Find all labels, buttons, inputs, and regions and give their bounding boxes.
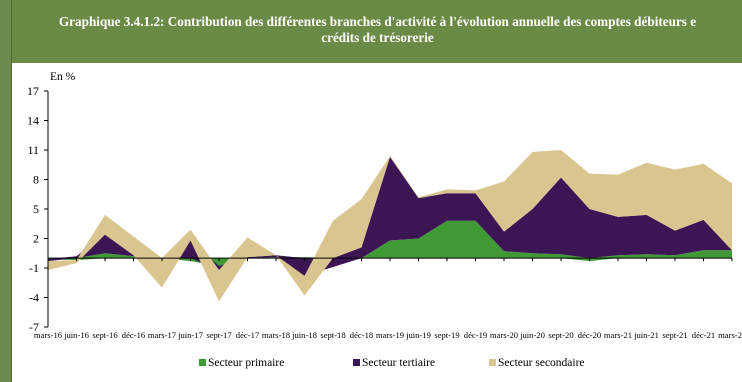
y-tick-label: -7 — [29, 320, 39, 334]
x-tick-label: déc-16 — [122, 330, 146, 340]
x-tick-label: déc-21 — [692, 330, 715, 340]
x-tick-label: sept-19 — [434, 330, 459, 340]
x-tick-label: déc-19 — [464, 330, 487, 340]
legend-swatch-secteur-primaire — [199, 359, 206, 366]
x-tick-label: déc-20 — [578, 330, 601, 340]
y-tick-label: 5 — [33, 202, 39, 216]
y-tick-label: 11 — [27, 143, 39, 157]
x-tick-label: mars-17 — [148, 330, 177, 340]
left-side-strip — [0, 0, 11, 382]
legend-label: Secteur tertiaire — [362, 357, 435, 369]
x-tick-label: sept-18 — [320, 330, 345, 340]
unit-label: En % — [50, 71, 76, 83]
x-tick-label: mars-20 — [490, 330, 518, 340]
area-secteur-primaire — [48, 220, 732, 267]
x-tick-label: mars-19 — [376, 330, 404, 340]
area-secteur-tertiaire — [48, 156, 732, 276]
x-tick-label: juin-17 — [177, 330, 204, 340]
x-tick-label: mars-2 — [718, 330, 742, 340]
area-series-group — [48, 150, 732, 302]
legend-label: Secteur primaire — [208, 357, 284, 369]
y-tick-label: 8 — [33, 173, 39, 187]
y-tick-label: 2 — [33, 232, 39, 246]
chart-title: Graphique 3.4.1.2: Contribution des diff… — [12, 0, 742, 63]
legend: Secteur primaire Secteur tertiaire Secteur… — [199, 357, 585, 369]
x-tick-label: mars-21 — [604, 330, 632, 340]
y-tick-label: -4 — [29, 291, 39, 305]
x-tick-label: mars-18 — [262, 330, 290, 340]
x-tick-label: juin-19 — [405, 330, 431, 340]
x-tick-label: sept-16 — [92, 330, 118, 340]
x-tick-label: déc-18 — [350, 330, 373, 340]
x-tick-label: sept-21 — [662, 330, 687, 340]
y-tick-label: 14 — [27, 114, 39, 128]
x-tick-label: juin-18 — [291, 330, 317, 340]
x-tick-label: juin-16 — [63, 330, 90, 340]
legend-label: Secteur secondaire — [498, 357, 585, 369]
legend-swatch-secteur-secondaire — [489, 359, 496, 366]
x-tick-label: juin-21 — [633, 330, 659, 340]
legend-swatch-secteur-tertiaire — [353, 359, 360, 366]
y-tick-label: -1 — [29, 261, 39, 275]
x-tick-label: sept-20 — [548, 330, 573, 340]
x-tick-label: mars-16 — [34, 330, 63, 340]
x-tick-label: déc-17 — [236, 330, 260, 340]
chart-title-line-1: Graphique 3.4.1.2: Contribution des diff… — [58, 14, 697, 29]
x-tick-label: sept-17 — [206, 330, 232, 340]
y-tick-label: 17 — [27, 84, 39, 98]
chart-title-line-2: crédits de trésorerie — [321, 30, 434, 45]
x-tick-label: juin-20 — [519, 330, 545, 340]
